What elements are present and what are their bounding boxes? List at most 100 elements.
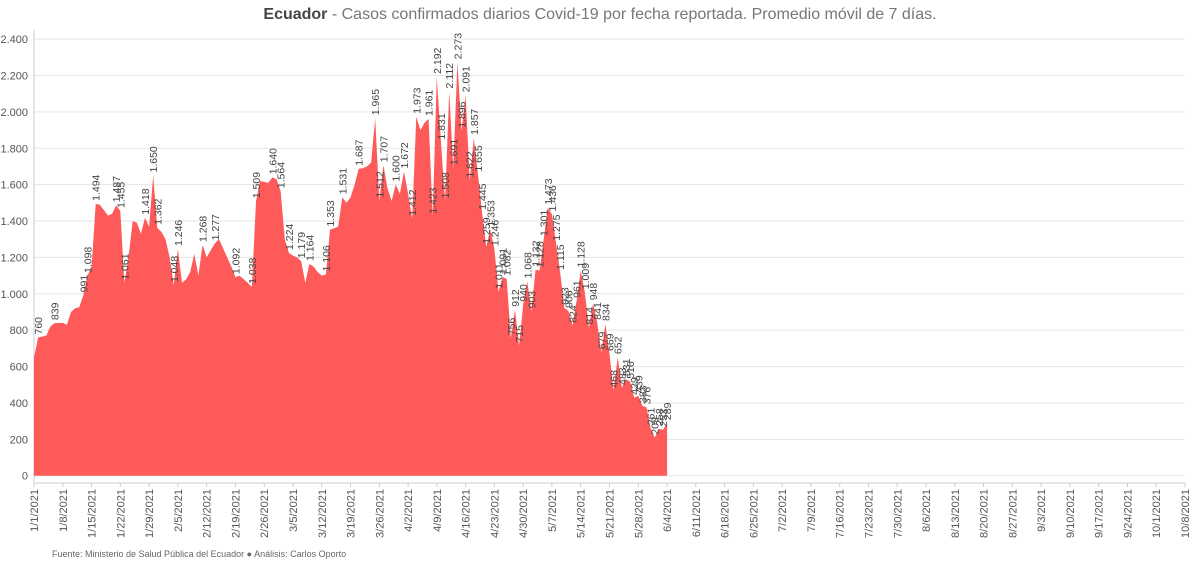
- x-tick-label: 3/12/2021: [317, 489, 329, 538]
- x-tick-label: 2/12/2021: [202, 489, 214, 538]
- x-tick-label: 2/26/2021: [259, 489, 271, 538]
- x-tick-label: 6/4/2021: [662, 489, 674, 532]
- data-label: 961: [572, 280, 584, 298]
- data-label: 1.973: [411, 87, 423, 113]
- data-label: 1.508: [440, 172, 452, 198]
- x-tick-label: 6/11/2021: [691, 489, 703, 537]
- data-label: 1.600: [391, 155, 403, 181]
- data-label: 991: [78, 275, 90, 293]
- chart-title: Ecuador - Casos confirmados diarios Covi…: [0, 6, 1200, 24]
- data-label: 912: [510, 289, 522, 307]
- data-label: 760: [33, 317, 45, 335]
- data-label: 1.965: [370, 89, 382, 115]
- data-label: 1.896: [457, 101, 469, 127]
- data-label: 1.048: [169, 256, 181, 282]
- x-tick-label: 4/16/2021: [461, 489, 473, 538]
- data-label: 834: [600, 303, 612, 321]
- data-label: 1.301: [539, 210, 551, 236]
- y-tick-label: 1.800: [0, 143, 28, 155]
- x-tick-label: 1/8/2021: [58, 489, 70, 532]
- data-label: 1.494: [91, 174, 103, 200]
- data-label: 1.179: [296, 232, 308, 258]
- x-tick-label: 2/5/2021: [173, 489, 185, 532]
- x-tick-label: 7/2/2021: [777, 489, 789, 532]
- data-label: 1.011: [494, 263, 506, 289]
- y-tick-label: 1.400: [0, 216, 28, 228]
- data-label: 841: [592, 302, 604, 320]
- data-label: 715: [514, 325, 526, 343]
- data-label: 2.192: [432, 47, 444, 73]
- y-tick-label: 400: [10, 398, 28, 410]
- data-label: 1.509: [251, 172, 263, 198]
- x-tick-label: 8/6/2021: [921, 489, 933, 532]
- x-tick-label: 8/27/2021: [1007, 489, 1019, 538]
- data-label: 1.362: [152, 198, 164, 224]
- x-tick-label: 3/19/2021: [346, 489, 358, 538]
- data-label: 1.512: [374, 171, 386, 197]
- data-label: 261: [646, 408, 658, 426]
- data-label: 483: [617, 367, 629, 385]
- data-label: 376: [642, 387, 654, 405]
- data-label: 903: [526, 291, 538, 309]
- data-label: 1.091: [498, 248, 510, 274]
- x-tick-label: 7/30/2021: [892, 489, 904, 538]
- x-tick-label: 1/1/2021: [29, 489, 41, 532]
- analysis-text: Análisis: Carlos Oporto: [254, 549, 347, 559]
- x-tick-label: 1/22/2021: [115, 489, 127, 538]
- chart-title-country: Ecuador: [263, 6, 328, 23]
- y-tick-label: 2.400: [0, 34, 28, 46]
- y-tick-label: 1.600: [0, 180, 28, 192]
- x-tick-label: 3/5/2021: [288, 489, 300, 532]
- data-label: 940: [518, 284, 530, 302]
- x-tick-label: 5/14/2021: [576, 489, 588, 538]
- data-label: 948: [588, 283, 600, 301]
- x-tick-label: 4/9/2021: [432, 489, 444, 532]
- data-label: 679: [596, 332, 608, 350]
- x-tick-label: 9/24/2021: [1123, 489, 1135, 538]
- data-label: 531: [621, 358, 633, 376]
- data-label: 1.009: [580, 263, 592, 289]
- data-label: 839: [50, 302, 62, 320]
- data-label: 468: [609, 370, 621, 388]
- y-tick-label: 1.200: [0, 252, 28, 264]
- data-label: 1.707: [378, 136, 390, 162]
- x-tick-label: 5/28/2021: [633, 489, 645, 538]
- data-label: 1.418: [140, 188, 152, 214]
- data-label: 814: [584, 307, 596, 325]
- x-tick-label: 1/29/2021: [144, 489, 156, 538]
- data-label: 1.691: [448, 139, 460, 165]
- x-tick-label: 9/3/2021: [1036, 489, 1048, 532]
- x-tick-label: 2/19/2021: [230, 489, 242, 538]
- data-label: 209: [650, 417, 662, 435]
- y-tick-label: 200: [10, 434, 28, 446]
- data-label: 1.564: [276, 162, 288, 188]
- data-label: 824: [568, 305, 580, 323]
- data-label: 1.115: [555, 244, 567, 270]
- data-label: 1.473: [543, 178, 555, 204]
- data-label: 2.273: [452, 33, 464, 59]
- x-tick-label: 8/13/2021: [950, 489, 962, 538]
- x-tick-label: 6/18/2021: [720, 489, 732, 538]
- x-tick-label: 3/26/2021: [374, 489, 386, 538]
- data-label: 756: [506, 318, 518, 336]
- data-label: 1.531: [337, 168, 349, 194]
- y-tick-label: 800: [10, 325, 28, 337]
- data-label: 1.164: [304, 235, 316, 261]
- source-note: Fuente: Ministerio de Salud Pública del …: [52, 549, 346, 559]
- y-tick-label: 2.000: [0, 107, 28, 119]
- data-label: 1.487: [111, 176, 123, 202]
- y-tick-label: 2.200: [0, 70, 28, 82]
- data-label: 1.687: [354, 139, 366, 165]
- y-tick-label: 0: [22, 471, 28, 483]
- data-label: 1.246: [173, 220, 185, 246]
- data-label: 1.650: [148, 146, 160, 172]
- x-tick-label: 4/2/2021: [403, 489, 415, 532]
- source-text: Fuente: Ministerio de Salud Pública del …: [52, 549, 245, 559]
- series-area: [34, 62, 668, 476]
- data-label: 2.112: [444, 63, 456, 89]
- x-tick-label: 4/23/2021: [489, 489, 501, 538]
- data-label: 1.106: [321, 245, 333, 271]
- data-label: 289: [662, 402, 674, 420]
- x-tick-label: 5/7/2021: [547, 489, 559, 532]
